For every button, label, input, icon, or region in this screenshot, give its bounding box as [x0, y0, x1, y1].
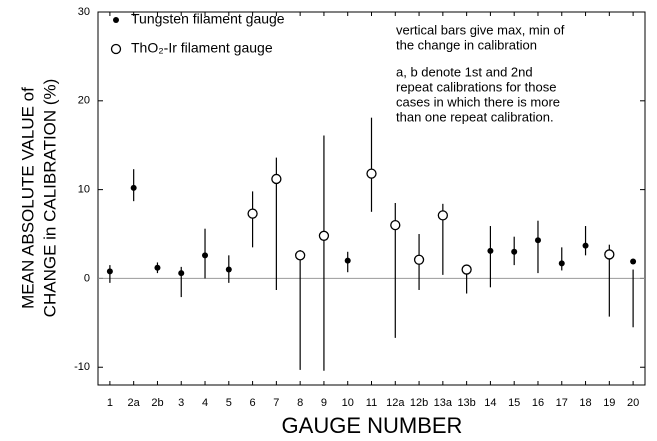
point — [178, 270, 185, 277]
x-tick-label: 7 — [273, 397, 279, 409]
point — [582, 242, 589, 249]
point — [437, 210, 448, 221]
annotation: a, b denote 1st and 2nd — [396, 64, 533, 79]
x-tick-label: 16 — [532, 397, 544, 409]
legend-marker — [110, 43, 122, 55]
point — [511, 248, 518, 255]
point — [487, 247, 494, 254]
point — [247, 208, 258, 219]
point — [534, 237, 541, 244]
y-axis-title: CHANGE in CALIBRATION (%) — [40, 79, 59, 318]
annotation: repeat calibrations for those — [396, 79, 556, 94]
y-tick-label: 30 — [78, 6, 90, 18]
point — [604, 249, 615, 260]
x-tick-label: 1 — [107, 397, 113, 409]
point — [295, 250, 306, 261]
point — [390, 219, 401, 231]
x-tick-label: 13b — [457, 397, 475, 409]
y-axis-title: MEAN ABSOLUTE VALUE of — [18, 87, 37, 309]
x-tick-label: 8 — [297, 397, 303, 409]
x-tick-label: 3 — [178, 397, 184, 409]
x-tick-label: 12a — [386, 397, 405, 409]
point — [558, 260, 565, 267]
x-tick-label: 11 — [366, 397, 377, 409]
x-tick-label: 5 — [226, 397, 232, 409]
x-tick-label: 6 — [250, 397, 256, 409]
x-tick-label: 18 — [579, 397, 591, 409]
point — [106, 268, 113, 275]
y-tick-label: 0 — [84, 272, 90, 284]
x-tick-label: 15 — [508, 397, 520, 409]
point — [344, 257, 351, 264]
x-tick-label: 12b — [410, 397, 428, 409]
point — [130, 184, 137, 191]
point — [318, 230, 330, 241]
point — [413, 254, 425, 265]
legend-label: Tungsten filament gauge — [131, 11, 285, 27]
point — [366, 168, 377, 179]
annotation: than one repeat calibration. — [396, 109, 554, 124]
x-tick-label: 2b — [151, 397, 163, 409]
x-tick-label: 17 — [556, 397, 568, 409]
point — [461, 264, 472, 275]
point — [225, 266, 232, 273]
x-tick-label: 19 — [603, 397, 615, 409]
y-tick-label: 20 — [78, 95, 90, 107]
point — [202, 252, 209, 259]
point — [154, 264, 161, 271]
x-tick-label: 10 — [342, 397, 354, 409]
x-axis-title: GAUGE NUMBER — [282, 413, 463, 438]
x-tick-label: 2a — [128, 397, 141, 409]
y-tick-label: -10 — [74, 361, 90, 373]
x-tick-label: 4 — [202, 397, 208, 409]
point — [630, 258, 637, 265]
point — [271, 173, 282, 185]
legend-label: ThO₂-Ir filament gauge — [131, 40, 273, 56]
annotation: cases in which there is more — [396, 94, 560, 109]
x-tick-label: 20 — [627, 397, 639, 409]
x-tick-label: 13a — [434, 397, 453, 409]
legend-marker — [113, 17, 119, 23]
x-tick-label: 14 — [484, 397, 496, 409]
annotation: the change in calibration — [396, 37, 537, 52]
y-tick-label: 10 — [78, 184, 90, 196]
x-tick-label: 9 — [321, 397, 327, 409]
annotation: vertical bars give max, min of — [396, 22, 565, 37]
